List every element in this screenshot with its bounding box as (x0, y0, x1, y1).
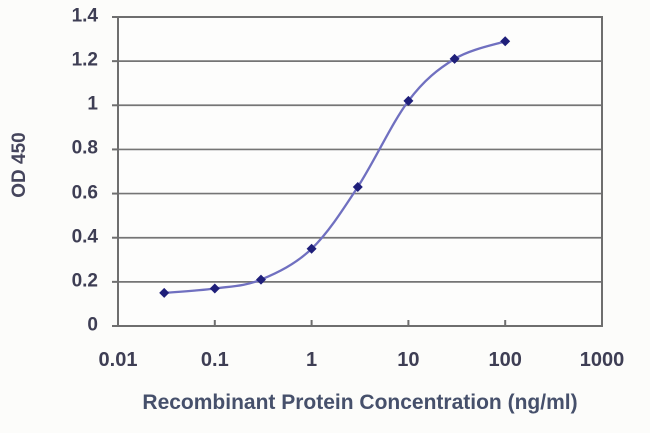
y-tick-label: 0 (87, 314, 98, 336)
y-tick-label: 0.4 (71, 226, 98, 248)
data-point-marker (209, 283, 220, 294)
data-point-marker (352, 181, 363, 192)
data-point-marker (159, 287, 170, 298)
data-point-marker (306, 243, 317, 254)
x-tick-label: 0.1 (200, 349, 229, 371)
x-tick-label: 10 (397, 349, 420, 371)
plot-frame (117, 16, 603, 327)
x-tick-label: 1000 (579, 349, 625, 371)
x-tick-label: 0.01 (98, 349, 138, 371)
x-tick-label: 100 (488, 349, 522, 371)
data-point-marker (449, 53, 460, 64)
data-point-marker (255, 274, 266, 285)
y-tick-label: 1 (87, 93, 98, 115)
y-tick-label: 0.6 (71, 182, 98, 204)
series-line (164, 40, 506, 295)
data-point-marker (403, 95, 414, 106)
y-tick-label: 1.2 (71, 49, 98, 71)
y-tick-label: 0.8 (71, 137, 98, 159)
y-axis-title: OD 450 (9, 132, 30, 198)
x-tick-label: 1 (306, 349, 318, 371)
y-tick-label: 1.4 (71, 5, 98, 27)
x-axis-title: Recombinant Protein Concentration (ng/ml… (142, 391, 578, 414)
y-tick-label: 0.2 (71, 270, 98, 292)
plot-background (118, 17, 602, 326)
data-point-marker (500, 36, 511, 47)
